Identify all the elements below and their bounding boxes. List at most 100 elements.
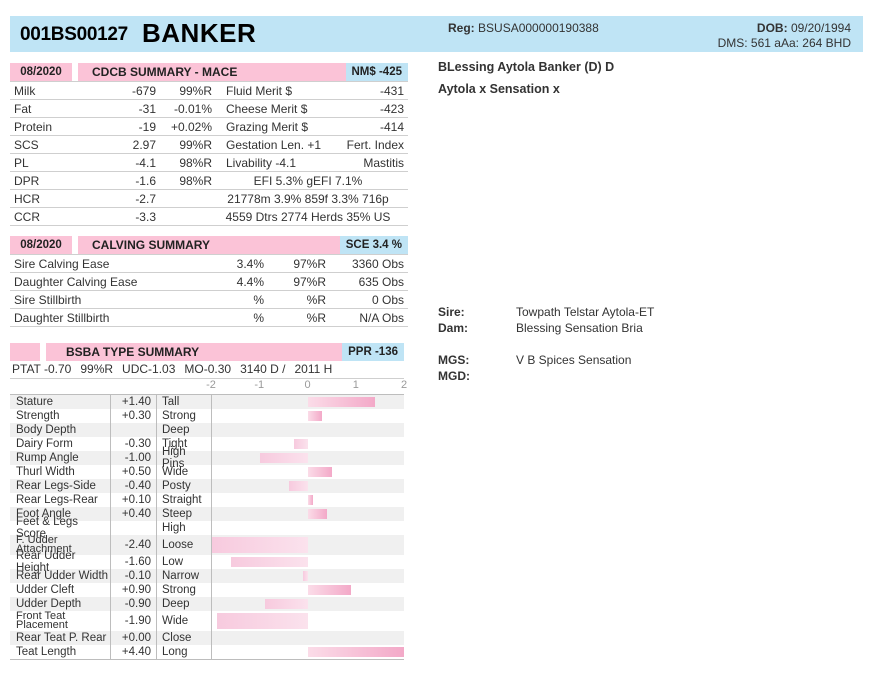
cdcb-net-merit: NM$ -425 xyxy=(345,63,408,81)
trait-value: -0.10 xyxy=(110,569,156,583)
axis-tick-2: 2 xyxy=(400,379,408,391)
chart-axis-ticks: -2 -1 0 1 2 xyxy=(10,379,408,394)
trait-name: Rear Teat P. Rear xyxy=(16,632,107,644)
animal-header-bar: 001BS00127 BANKER Reg: BSUSA000000190388… xyxy=(10,16,863,52)
calving-observations: N/A Obs xyxy=(359,310,404,325)
trait-bar xyxy=(308,397,376,407)
trait-descriptor: Strong xyxy=(156,409,211,423)
ptat-field-5: 2011 H xyxy=(294,362,333,376)
cdcb-right-value: -431 xyxy=(379,83,404,98)
trait-descriptor: High xyxy=(156,521,211,535)
trait-row: Front Teat Placement -1.90 Wide xyxy=(10,611,404,631)
table-row: DPR -1.6 98%R EFI 5.3% gEFI 7.1% xyxy=(10,172,408,190)
trait-name: Body Depth xyxy=(16,424,77,436)
calving-trait-name: Daughter Stillbirth xyxy=(14,310,110,325)
table-row: Fat -31 -0.01% Cheese Merit $ -423 xyxy=(10,100,408,118)
trait-bar xyxy=(212,537,308,553)
registration-value: BSUSA000000190388 xyxy=(478,21,599,35)
trait-descriptor: Low xyxy=(156,555,211,569)
pedigree-spacer xyxy=(438,337,654,353)
trait-bar-track xyxy=(211,535,404,555)
trait-descriptor: Tall xyxy=(156,395,211,409)
registration-label: Reg: xyxy=(448,21,475,35)
trait-descriptor: Close xyxy=(156,631,211,645)
trait-bar-track xyxy=(211,465,404,479)
cdcb-title: CDCB SUMMARY - MACE xyxy=(78,63,346,81)
trait-bar-track xyxy=(211,493,404,507)
trait-name: Udder Cleft xyxy=(16,584,75,596)
table-row: PL -4.1 98%R Livability -4.1 Mastitis xyxy=(10,154,408,172)
pedigree-row-mgs: MGS: V B Spices Sensation xyxy=(438,353,654,369)
trait-value: -0.40 xyxy=(110,479,156,493)
date-of-birth: DOB: 09/20/1994 xyxy=(757,21,851,35)
trait-bar-track xyxy=(211,479,404,493)
pedigree-full-name: BLessing Aytola Banker (D) D xyxy=(438,60,615,74)
trait-row: Rear Legs-Side -0.40 Posty xyxy=(10,479,404,493)
table-row: Daughter Calving Ease 4.4% 97%R 635 Obs xyxy=(10,273,408,291)
type-header-band: BSBA TYPE SUMMARY PPR -136 xyxy=(10,343,404,361)
cdcb-trait-name: Protein xyxy=(14,119,53,134)
trait-bar xyxy=(288,481,308,491)
trait-rows: Stature +1.40 Tall Strength +0.30 Strong Body … xyxy=(10,394,404,660)
trait-value: -1.00 xyxy=(110,451,156,465)
trait-value: +0.10 xyxy=(110,493,156,507)
trait-value: +0.30 xyxy=(110,409,156,423)
trait-descriptor: Tight xyxy=(156,437,211,451)
calving-reliability: 97%R xyxy=(293,274,326,289)
pedigree-cross: Aytola x Sensation x xyxy=(438,82,560,96)
trait-row: Foot Angle +0.40 Steep xyxy=(10,507,404,521)
calving-reliability: 97%R xyxy=(293,256,326,271)
sire-value: Towpath Telstar Aytola-ET xyxy=(516,305,655,319)
ptat-line: PTAT -0.70 99%R UDC-1.03 MO-0.30 3140 D / 201… xyxy=(10,361,404,379)
trait-bar xyxy=(308,411,323,421)
calving-observations: 3360 Obs xyxy=(351,256,404,271)
trait-bar xyxy=(308,647,404,657)
trait-name: Rear Legs-Side xyxy=(16,480,96,492)
cdcb-detail-text: EFI 5.3% gEFI 7.1% xyxy=(253,173,363,188)
trait-row: Rear Legs-Rear +0.10 Straight xyxy=(10,493,404,507)
trait-bar-track xyxy=(211,521,404,535)
calving-rows: Sire Calving Ease 3.4% 97%R 3360 Obs Daughte… xyxy=(10,254,408,327)
trait-row: Rear Teat P. Rear +0.00 Close xyxy=(10,631,404,645)
pedigree-row-sire: Sire: Towpath Telstar Aytola-ET xyxy=(438,305,654,321)
trait-bar-track xyxy=(211,569,404,583)
trait-value: +0.50 xyxy=(110,465,156,479)
mgs-label: MGS: xyxy=(438,353,470,367)
cdcb-right-label: Livability -4.1 xyxy=(226,155,297,170)
cdcb-right-label: Gestation Len. +1 xyxy=(226,137,322,152)
ptat-field-1: 99%R xyxy=(80,362,114,376)
trait-value: -1.90 xyxy=(110,611,156,631)
trait-name: Rear Udder Width xyxy=(16,570,109,582)
trait-row: Rear Udder Width -0.10 Narrow xyxy=(10,569,404,583)
type-title: BSBA TYPE SUMMARY xyxy=(46,343,343,361)
table-row: HCR -2.7 21778m 3.9% 859f 3.3% 716p xyxy=(10,190,408,208)
cdcb-trait-reliability: +0.02% xyxy=(170,119,212,134)
trait-value: -1.60 xyxy=(110,555,156,569)
cdcb-right-value: -414 xyxy=(379,119,404,134)
trait-name: Thurl Width xyxy=(16,466,75,478)
trait-name: Rear Legs-Rear xyxy=(16,494,98,506)
mgs-value: V B Spices Sensation xyxy=(516,353,632,367)
trait-value: +4.40 xyxy=(110,645,156,659)
trait-bar xyxy=(308,585,352,595)
cdcb-header-band: 08/2020 CDCB SUMMARY - MACE NM$ -425 xyxy=(10,63,408,81)
cdcb-right-value: -423 xyxy=(379,101,404,116)
cdcb-trait-name: CCR xyxy=(14,209,40,224)
trait-row: Strength +0.30 Strong xyxy=(10,409,404,423)
calving-title: CALVING SUMMARY xyxy=(78,236,340,254)
trait-row: Feet & Legs Score High xyxy=(10,516,404,540)
trait-bar xyxy=(308,509,328,519)
trait-row: F. Udder Attachment -2.40 Loose xyxy=(10,535,404,555)
trait-descriptor: Loose xyxy=(156,535,211,555)
cdcb-rows: Milk -679 99%R Fluid Merit $ -431 Fat -31 -0.01… xyxy=(10,81,408,226)
table-row: Milk -679 99%R Fluid Merit $ -431 xyxy=(10,81,408,100)
trait-row: Rear Udder Height -1.60 Low xyxy=(10,550,404,574)
trait-bar xyxy=(264,599,308,609)
cdcb-right-label: Cheese Merit $ xyxy=(226,101,308,116)
ptat-field-0: PTAT -0.70 xyxy=(12,362,72,376)
trait-bar-track xyxy=(211,437,404,451)
dam-value: Blessing Sensation Bria xyxy=(516,321,643,335)
trait-descriptor: Deep xyxy=(156,423,211,437)
trait-value xyxy=(110,521,156,535)
trait-row: Stature +1.40 Tall xyxy=(10,395,404,409)
